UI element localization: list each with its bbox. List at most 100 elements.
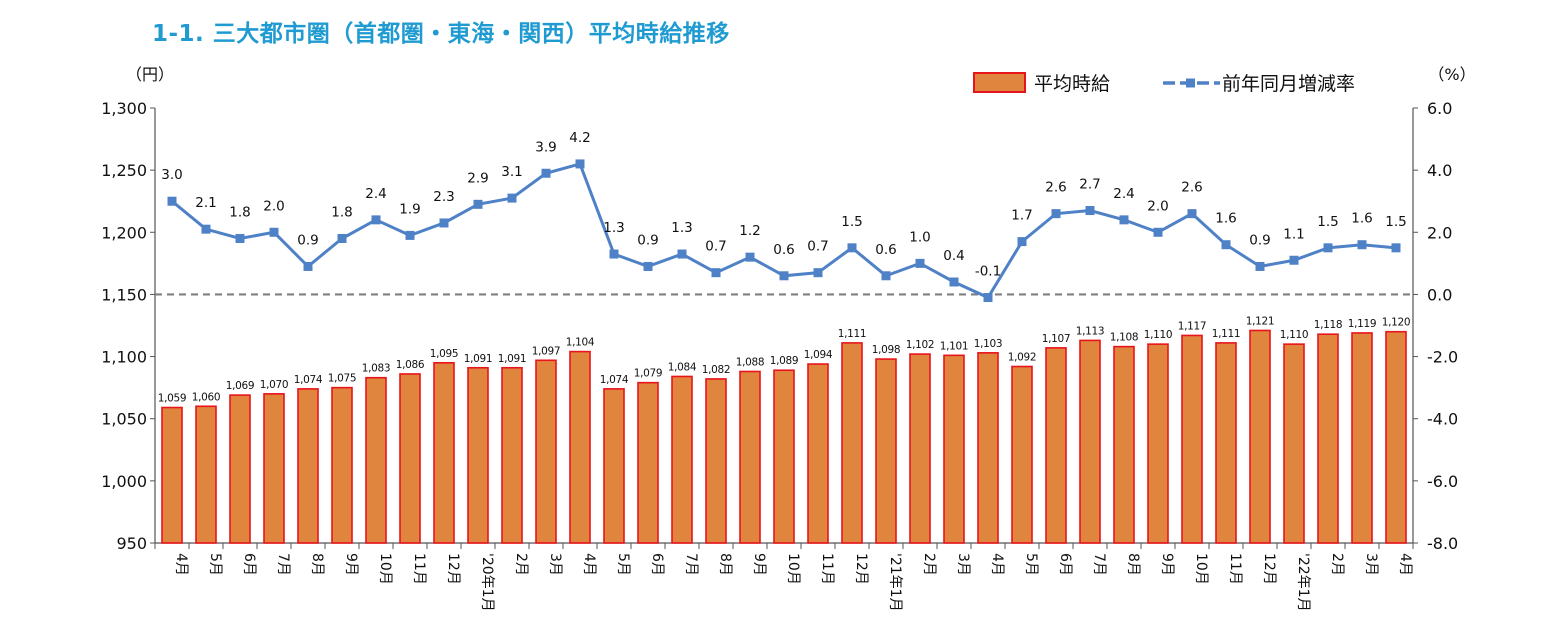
line-value-label: -0.1	[975, 264, 1001, 280]
x-category-label: '21年1月	[887, 553, 903, 612]
bar	[943, 354, 965, 544]
x-category-label: 5月	[615, 553, 631, 576]
line-series	[167, 159, 1401, 303]
x-category-label: 7月	[683, 553, 699, 576]
line-marker	[507, 193, 517, 203]
bar	[501, 366, 523, 544]
legend: 平均時給 前年同月増減率	[973, 72, 1355, 95]
right-tick-label: 2.0	[1427, 223, 1452, 242]
x-category-label: 4月	[173, 553, 189, 576]
line-value-label: 2.0	[1147, 198, 1168, 214]
right-tick-label: -6.0	[1427, 472, 1458, 491]
line-marker	[1085, 206, 1095, 216]
bar-value-label: 1,075	[328, 373, 357, 385]
bar	[1351, 332, 1373, 544]
bar-value-label: 1,098	[872, 344, 901, 356]
line-marker	[881, 271, 891, 281]
bar	[263, 393, 285, 544]
right-tick-label: -4.0	[1427, 410, 1458, 429]
line-value-label: 2.6	[1181, 180, 1202, 196]
bar-value-label: 1,084	[668, 361, 697, 373]
line-value-label: 0.7	[705, 239, 726, 255]
bar	[1079, 339, 1101, 544]
bar	[331, 386, 353, 544]
line-marker	[1153, 227, 1163, 237]
x-category-label: 11月	[819, 553, 835, 585]
line-value-label: 2.6	[1045, 180, 1066, 196]
line-marker	[303, 261, 313, 271]
bar-value-label: 1,097	[532, 345, 561, 357]
x-category-label: 5月	[1023, 553, 1039, 576]
bar	[399, 373, 421, 544]
x-category-label: 9月	[343, 553, 359, 576]
x-category-label: 7月	[1091, 553, 1107, 576]
line-marker	[1255, 261, 1265, 271]
bar	[229, 394, 251, 544]
line-value-label: 2.4	[365, 186, 386, 202]
bar-value-label: 1,094	[804, 349, 833, 361]
line-marker	[609, 249, 619, 259]
x-category-label: 8月	[309, 553, 325, 576]
line-value-label: 3.0	[161, 167, 182, 183]
bar	[1113, 345, 1135, 544]
bar-value-label: 1,083	[362, 363, 391, 375]
line-marker	[201, 224, 211, 234]
line-value-label: 1.3	[603, 220, 624, 236]
line-value-label: 3.9	[535, 139, 556, 155]
left-tick-label: 1,200	[101, 223, 147, 242]
x-category-label: 4月	[1397, 553, 1413, 576]
line-labels: 3.0 2.1 1.8 2.0 0.9 1.8 2.4 1.9 2.3 2.9 3.1 3.9 4.2 1…	[161, 130, 1406, 280]
line-marker	[1357, 240, 1367, 250]
bar	[365, 376, 387, 544]
line-marker	[915, 258, 925, 268]
right-tick-label: -2.0	[1427, 348, 1458, 367]
left-tick-label: 1,100	[101, 348, 147, 367]
x-category-label: 4月	[581, 553, 597, 576]
line-marker	[1391, 243, 1401, 253]
bar	[807, 363, 829, 544]
left-tick-label: 1,300	[101, 99, 147, 118]
x-category-label: 3月	[1363, 553, 1379, 576]
bar-value-label: 1,110	[1280, 329, 1309, 341]
line-value-label: 0.6	[875, 242, 896, 258]
line-marker	[745, 252, 755, 262]
left-tick-label: 1,150	[101, 285, 147, 304]
line-marker	[235, 234, 245, 243]
line-value-label: 3.1	[501, 164, 522, 180]
line-value-label: 2.7	[1079, 177, 1100, 193]
bar	[1317, 333, 1339, 544]
bar	[1283, 343, 1305, 544]
bar-value-label: 1,108	[1110, 332, 1139, 344]
left-tick-label: 1,000	[101, 472, 147, 491]
line-value-label: 0.7	[807, 239, 828, 255]
line-marker	[269, 227, 279, 237]
x-category-label: 3月	[547, 553, 563, 576]
bar-value-label: 1,113	[1076, 325, 1105, 337]
right-axis-unit: （%）	[1428, 65, 1475, 84]
bar-series	[161, 329, 1407, 544]
bar-value-label: 1,091	[464, 353, 493, 365]
x-category-label: 7月	[275, 553, 291, 576]
right-tick-label: 0.0	[1427, 285, 1452, 304]
line-value-label: 1.8	[229, 205, 250, 221]
line-marker	[677, 249, 687, 259]
bar	[1011, 365, 1033, 544]
bar	[773, 369, 795, 544]
x-category-label: 8月	[717, 553, 733, 576]
bar	[909, 353, 931, 544]
bar	[1147, 343, 1169, 544]
bar-value-label: 1,082	[702, 364, 731, 376]
line-marker	[983, 293, 993, 303]
line-value-label: 1.2	[739, 223, 760, 239]
right-tick-label: 4.0	[1427, 161, 1452, 180]
bar-value-label: 1,086	[396, 359, 425, 371]
line-value-label: 1.5	[841, 214, 862, 230]
x-category-label: 4月	[989, 553, 1005, 576]
legend-line-label: 前年同月増減率	[1222, 73, 1355, 95]
x-category-label: 2月	[513, 553, 529, 576]
line-marker	[813, 268, 823, 278]
line-marker	[711, 268, 721, 278]
x-category-label: 8月	[1125, 553, 1141, 576]
x-category-label: 11月	[411, 553, 427, 585]
bar-value-label: 1,118	[1314, 319, 1343, 331]
